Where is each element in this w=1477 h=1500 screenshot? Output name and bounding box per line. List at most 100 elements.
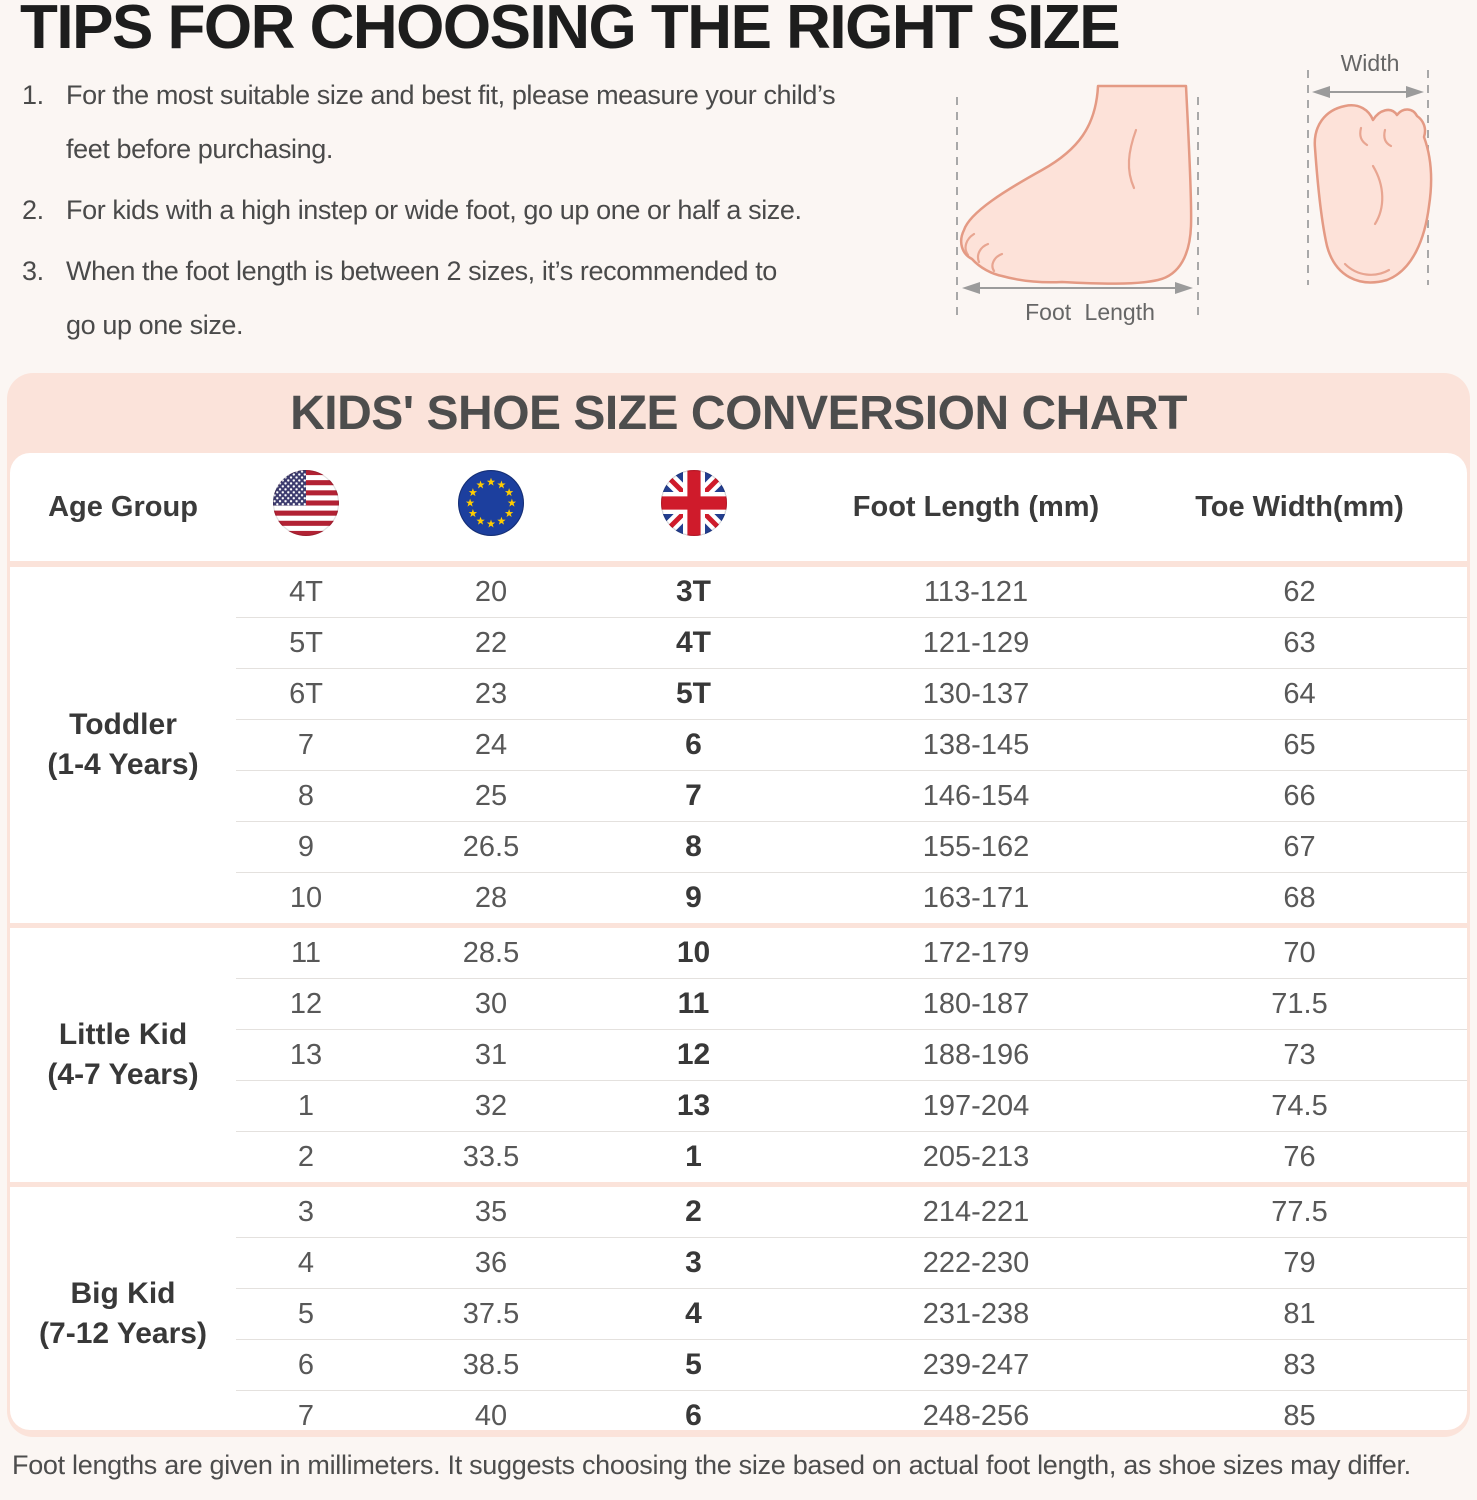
tip-number: 1. <box>22 80 44 110</box>
cell-toe: 67 <box>1171 821 1467 873</box>
foot-width-diagram <box>1295 48 1470 293</box>
chart-title: KIDS' SHOE SIZE CONVERSION CHART <box>290 386 1187 440</box>
cell-foot: 121-129 <box>781 617 1171 669</box>
cell-us: 7 <box>236 719 376 771</box>
table-row: 8 25 7 146-154 66 <box>10 770 1467 822</box>
cell-foot: 214-221 <box>781 1184 1171 1238</box>
tip-item-3: 3. When the foot length is between 2 siz… <box>22 244 846 352</box>
cell-foot: 205-213 <box>781 1131 1171 1187</box>
cell-toe: 63 <box>1171 617 1467 669</box>
cell-us: 4 <box>236 1237 376 1289</box>
col-header-toe-width: Toe Width(mm) <box>1171 453 1467 567</box>
age-group-label: Big Kid <box>70 1277 176 1310</box>
cell-toe: 71.5 <box>1171 978 1467 1030</box>
table-row: 7 24 6 138-145 65 <box>10 719 1467 771</box>
cell-toe: 62 <box>1171 564 1467 618</box>
cell-foot: 197-204 <box>781 1080 1171 1132</box>
cell-uk: 6 <box>606 1390 781 1430</box>
cell-toe: 64 <box>1171 668 1467 720</box>
age-group-label: Toddler <box>69 708 177 741</box>
col-header-uk <box>606 453 781 567</box>
cell-eu: 36 <box>376 1237 606 1289</box>
cell-uk: 10 <box>606 925 781 979</box>
us-flag-icon <box>273 470 339 536</box>
cell-us: 3 <box>236 1184 376 1238</box>
table-row: 9 26.5 8 155-162 67 <box>10 821 1467 873</box>
cell-uk: 12 <box>606 1029 781 1081</box>
cell-foot: 155-162 <box>781 821 1171 873</box>
cell-foot: 188-196 <box>781 1029 1171 1081</box>
side-foot-illustration <box>956 84 1199 318</box>
cell-toe: 81 <box>1171 1288 1467 1340</box>
cell-us: 1 <box>236 1080 376 1132</box>
age-group-cell: Little Kid (4-7 Years) <box>10 925 236 1187</box>
cell-toe: 79 <box>1171 1237 1467 1289</box>
cell-foot: 180-187 <box>781 978 1171 1030</box>
tip-number: 3. <box>22 256 44 286</box>
cell-uk: 2 <box>606 1184 781 1238</box>
cell-us: 2 <box>236 1131 376 1187</box>
table-row: 2 33.5 1 205-213 76 <box>10 1131 1467 1187</box>
tip-text: When the foot length is between 2 sizes,… <box>66 256 777 340</box>
cell-toe: 68 <box>1171 872 1467 928</box>
cell-toe: 83 <box>1171 1339 1467 1391</box>
cell-uk: 5 <box>606 1339 781 1391</box>
cell-eu: 35 <box>376 1184 606 1238</box>
cell-uk: 9 <box>606 872 781 928</box>
cell-eu: 32 <box>376 1080 606 1132</box>
cell-uk: 3T <box>606 564 781 618</box>
cell-eu: 22 <box>376 617 606 669</box>
table-row: Little Kid (4-7 Years) 11 28.5 10 172-179 70 <box>10 925 1467 1187</box>
cell-foot: 163-171 <box>781 872 1171 928</box>
cell-toe: 77.5 <box>1171 1184 1467 1238</box>
footnote: Foot lengths are given in millimeters. I… <box>12 1450 1411 1480</box>
foot-length-label: Foot Length <box>1025 299 1155 325</box>
cell-us: 9 <box>236 821 376 873</box>
cell-toe: 76 <box>1171 1131 1467 1187</box>
cell-eu: 28.5 <box>376 925 606 979</box>
table-row: Toddler (1-4 Years) 4T 20 3T 113-121 62 <box>10 564 1467 928</box>
cell-eu: 26.5 <box>376 821 606 873</box>
cell-uk: 3 <box>606 1237 781 1289</box>
cell-foot: 138-145 <box>781 719 1171 771</box>
table-row: Big Kid (7-12 Years) 3 35 2 214-221 77.5 <box>10 1184 1467 1430</box>
cell-uk: 7 <box>606 770 781 822</box>
cell-foot: 239-247 <box>781 1339 1171 1391</box>
cell-foot: 231-238 <box>781 1288 1171 1340</box>
conversion-chart-panel: KIDS' SHOE SIZE CONVERSION CHART Age Gro… <box>7 373 1470 1437</box>
cell-toe: 85 <box>1171 1390 1467 1430</box>
table-row: 6 38.5 5 239-247 83 <box>10 1339 1467 1391</box>
cell-foot: 130-137 <box>781 668 1171 720</box>
cell-eu: 25 <box>376 770 606 822</box>
cell-uk: 8 <box>606 821 781 873</box>
cell-toe: 65 <box>1171 719 1467 771</box>
cell-foot: 146-154 <box>781 770 1171 822</box>
age-group-years: (4-7 Years) <box>47 1058 199 1091</box>
tips-list: 1. For the most suitable size and best f… <box>22 68 846 352</box>
cell-uk: 5T <box>606 668 781 720</box>
tip-text: For the most suitable size and best fit,… <box>66 80 836 164</box>
table-row: 7 40 6 248-256 85 <box>10 1390 1467 1430</box>
cell-us: 8 <box>236 770 376 822</box>
cell-uk: 4 <box>606 1288 781 1340</box>
cell-eu: 23 <box>376 668 606 720</box>
cell-eu: 33.5 <box>376 1131 606 1187</box>
cell-uk: 11 <box>606 978 781 1030</box>
age-group-years: (7-12 Years) <box>39 1317 207 1350</box>
cell-toe: 74.5 <box>1171 1080 1467 1132</box>
cell-foot: 248-256 <box>781 1390 1171 1430</box>
table-row: 5 37.5 4 231-238 81 <box>10 1288 1467 1340</box>
cell-eu: 28 <box>376 872 606 928</box>
sole-foot-illustration <box>1307 70 1433 285</box>
age-group-cell: Big Kid (7-12 Years) <box>10 1184 236 1430</box>
cell-eu: 30 <box>376 978 606 1030</box>
cell-foot: 172-179 <box>781 925 1171 979</box>
uk-flag-icon <box>660 470 727 536</box>
tip-text: For kids with a high instep or wide foot… <box>66 195 802 225</box>
col-header-foot-length: Foot Length (mm) <box>781 453 1171 567</box>
cell-us: 11 <box>236 925 376 979</box>
table-row: 10 28 9 163-171 68 <box>10 872 1467 928</box>
cell-uk: 4T <box>606 617 781 669</box>
cell-toe: 73 <box>1171 1029 1467 1081</box>
cell-eu: 40 <box>376 1390 606 1430</box>
